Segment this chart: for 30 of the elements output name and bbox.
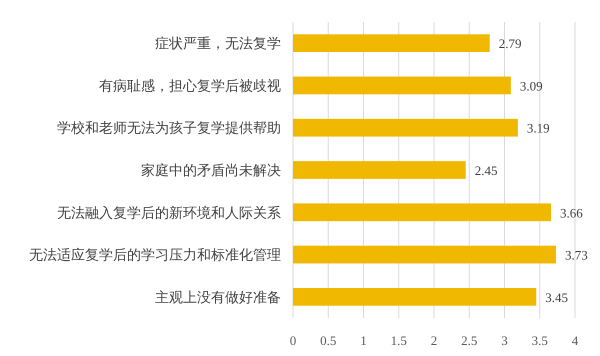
- bar: [293, 118, 518, 137]
- x-tick-label: 3: [501, 333, 508, 348]
- bar: [293, 34, 490, 52]
- y-tick-label: 家庭中的矛盾尚未解决: [141, 163, 281, 179]
- x-tick-label: 3.5: [532, 333, 548, 348]
- x-tick-label: 1.5: [390, 333, 407, 348]
- y-tick-label: 学校和老师无法为孩子复学提供帮助: [57, 120, 281, 137]
- bar: [293, 76, 511, 94]
- data-label: 3.19: [526, 120, 550, 136]
- data-label: 2.79: [498, 36, 522, 52]
- data-label: 3.45: [545, 290, 568, 305]
- bar: [293, 203, 552, 222]
- x-tick-label: 0.5: [320, 333, 336, 348]
- data-label: 3.66: [560, 205, 584, 220]
- bar: [293, 288, 536, 306]
- data-label: 3.09: [520, 78, 543, 94]
- data-label: 2.45: [474, 163, 498, 178]
- y-tick-label: 症状严重，无法复学: [155, 36, 281, 52]
- bar: [293, 161, 466, 179]
- y-tick-label: 无法适应复学后的学习压力和标准化管理: [29, 248, 281, 264]
- y-tick-label: 主观上没有做好准备: [155, 290, 281, 306]
- x-tick-label: 1: [360, 333, 367, 348]
- data-label: 3.73: [564, 248, 588, 263]
- bar: [293, 246, 556, 264]
- x-tick-label: 2.5: [461, 333, 478, 348]
- x-tick-label: 4: [572, 333, 579, 348]
- y-tick-label: 有病耻感，担心复学后被歧视: [99, 78, 281, 94]
- y-tick-label: 无法融入复学后的新环境和人际关系: [57, 205, 281, 222]
- x-tick-label: 0: [290, 333, 296, 348]
- x-tick-label: 2: [430, 333, 438, 348]
